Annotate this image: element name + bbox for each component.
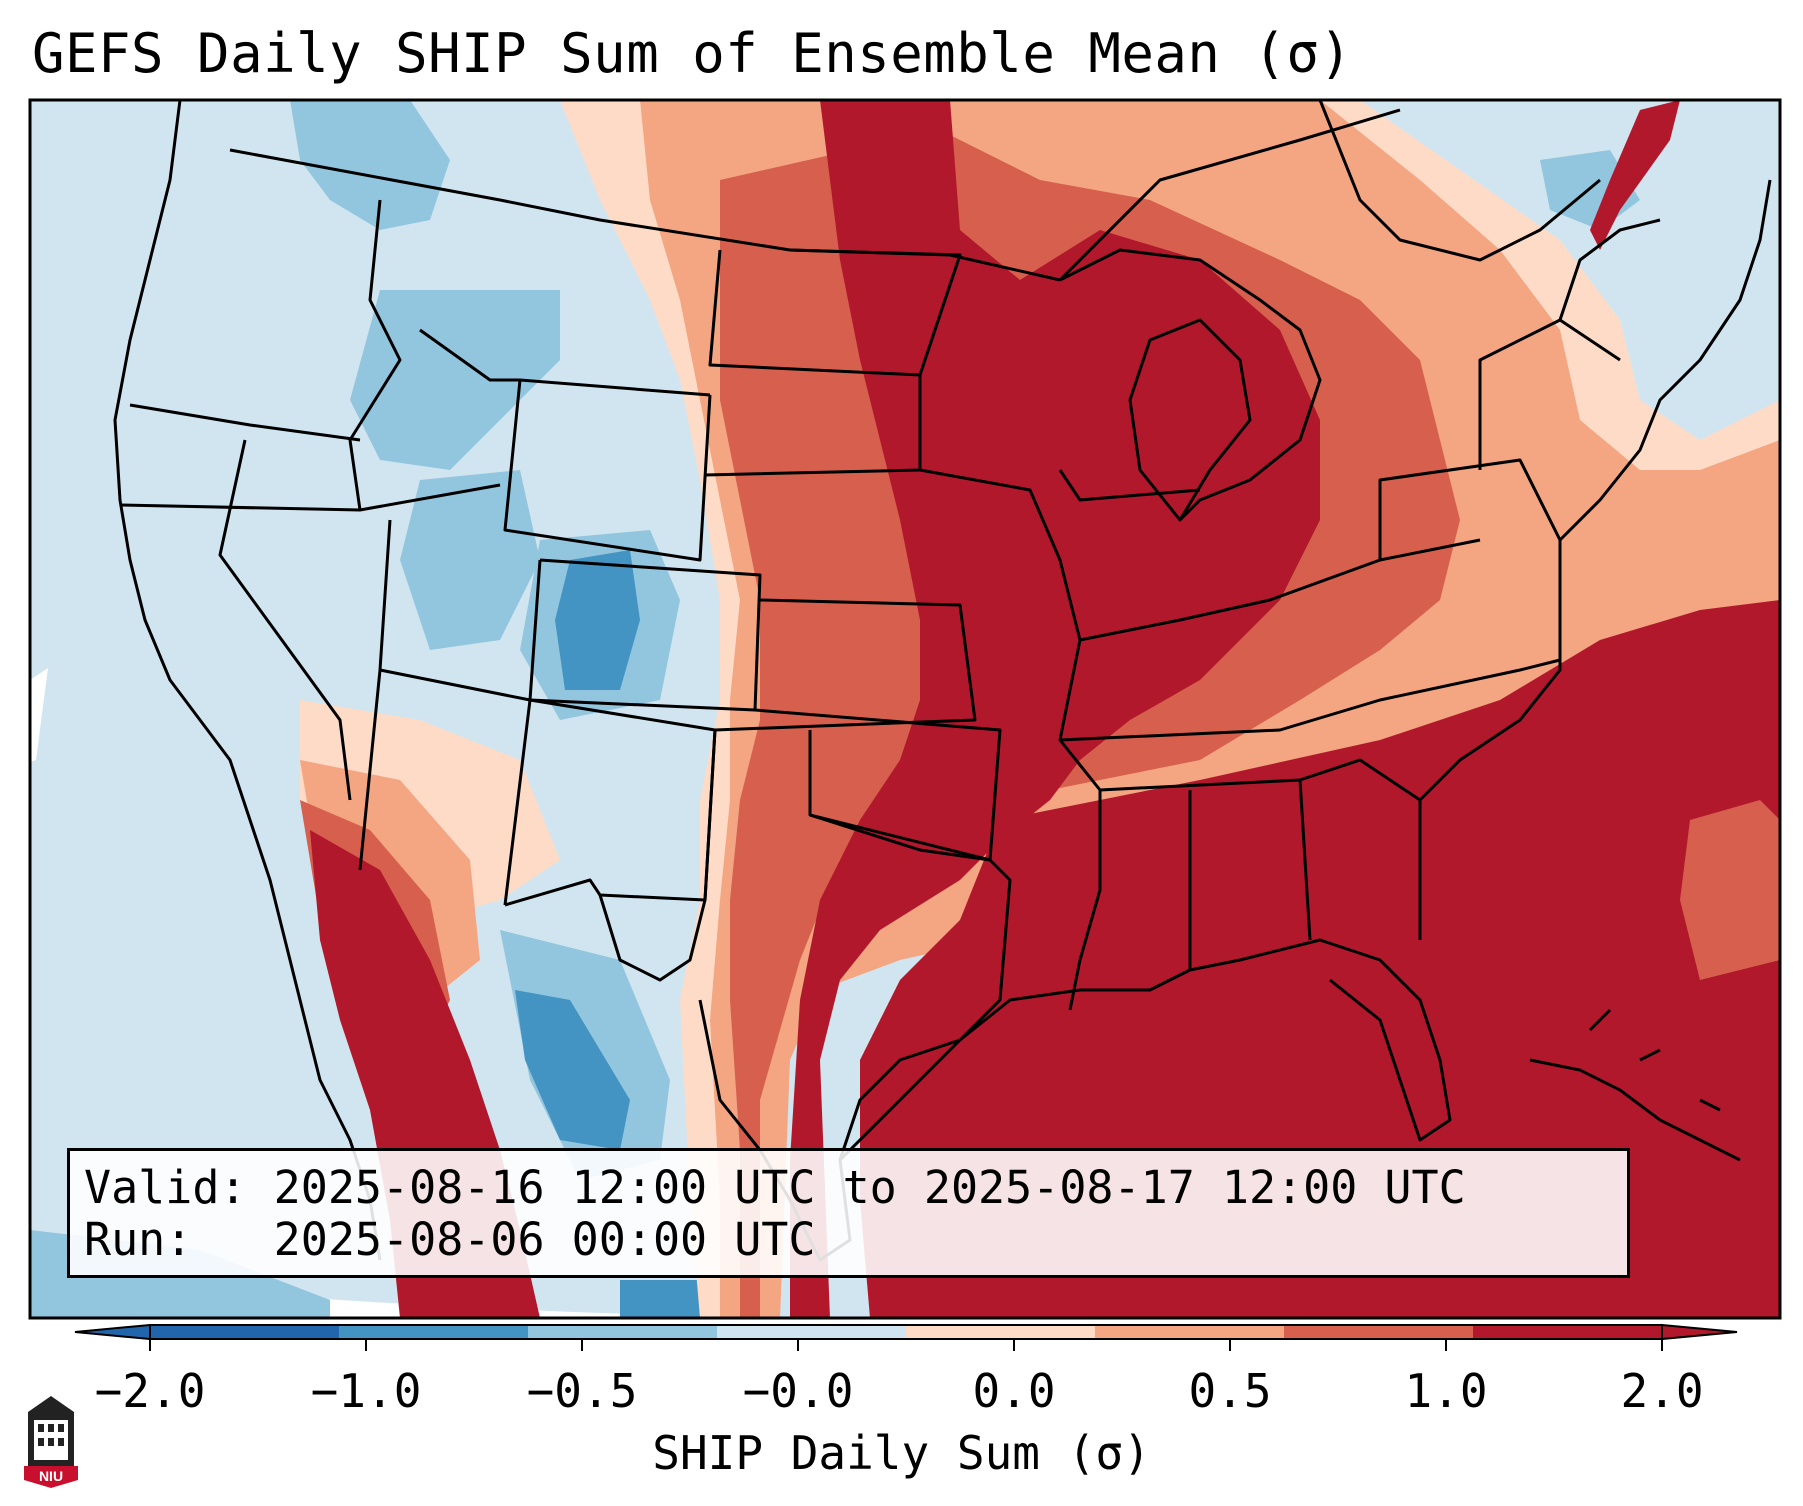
gulf-coast xyxy=(838,938,1452,1162)
valid-time-line: Valid: 2025-08-16 12:00 UTC to 2025-08-1… xyxy=(84,1161,1466,1214)
montana-wy xyxy=(419,328,711,397)
colorbar-tick-label: −0.0 xyxy=(742,1364,854,1418)
nm-box xyxy=(504,698,717,907)
niu-seal-icon: NIU xyxy=(24,1396,78,1488)
run-time-line: Run: 2025-08-06 00:00 UTC xyxy=(84,1213,816,1266)
domain-edge-left xyxy=(30,668,48,762)
dakotas xyxy=(704,248,962,477)
dark-red-core xyxy=(790,100,1320,1318)
dark-red-quebec xyxy=(1590,100,1680,250)
ks-ok xyxy=(714,598,1002,862)
east-coast xyxy=(1418,179,1772,802)
blue-patch-nw xyxy=(290,100,450,230)
logo-text: NIU xyxy=(39,1468,63,1484)
wa-or-border xyxy=(129,403,361,442)
ca-nv-border xyxy=(218,439,352,801)
colorbar-bin xyxy=(906,1325,1095,1339)
canada-border xyxy=(229,148,1061,282)
cuba-outline xyxy=(1529,1058,1741,1162)
colorbar-bin xyxy=(717,1325,906,1339)
colorado-box xyxy=(529,558,762,712)
map-border xyxy=(28,98,1782,1320)
colorbar-bin xyxy=(1473,1325,1662,1339)
colorbar-bin xyxy=(1284,1325,1473,1339)
salmon-atlantic xyxy=(1680,800,1780,980)
blue-patch-idaho xyxy=(350,290,560,470)
southeast-lines xyxy=(1099,758,1422,970)
colorbar-tick-label: −1.0 xyxy=(310,1364,422,1418)
colorbar-label: SHIP Daily Sum (σ) xyxy=(652,1426,1151,1480)
colorbar-bin xyxy=(339,1325,528,1339)
great-lakes-outline xyxy=(1059,248,1322,522)
shaded-field xyxy=(30,100,1780,1318)
west-coastline xyxy=(113,100,382,1261)
colorbar-tick-label: 2.0 xyxy=(1620,1364,1704,1418)
colorbar-over-extend xyxy=(1661,1323,1738,1341)
blue-patch-colorado-dark xyxy=(555,550,640,690)
dark-red-southeast xyxy=(860,600,1780,1318)
colorbar-frame xyxy=(149,1324,1663,1340)
blue-patch-bottom xyxy=(620,1280,720,1318)
blue-patch-mexico-dark xyxy=(515,990,630,1150)
chart-title: GEFS Daily SHIP Sum of Ensemble Mean (σ) xyxy=(32,22,1353,85)
colorbar-bin xyxy=(1095,1325,1284,1339)
colorbar xyxy=(74,1323,1738,1351)
colorbar-under-extend xyxy=(74,1323,151,1341)
colorbar-tick-label: 0.0 xyxy=(972,1364,1056,1418)
caribbean-islands xyxy=(1529,1008,1741,1162)
colorbar-tick-label: −0.5 xyxy=(526,1364,638,1418)
colorbar-tick-label: −2.0 xyxy=(94,1364,206,1418)
ut-co-az xyxy=(358,519,542,906)
bahamas-outline xyxy=(1588,1008,1721,1112)
colorbar-tick-label: 1.0 xyxy=(1404,1364,1488,1418)
colorbar-tick-label: 0.5 xyxy=(1188,1364,1272,1418)
canada-east xyxy=(1058,100,1601,282)
northeast-lines xyxy=(1378,218,1661,560)
colorbar-bin xyxy=(150,1325,339,1339)
colorbar-bin xyxy=(528,1325,717,1339)
boundary-lines xyxy=(113,100,1772,1262)
info-box: Valid: 2025-08-16 12:00 UTC to 2025-08-1… xyxy=(67,1148,1630,1278)
or-ca-border xyxy=(119,503,361,512)
wyoming-box xyxy=(503,379,712,562)
idaho-border xyxy=(348,199,501,512)
